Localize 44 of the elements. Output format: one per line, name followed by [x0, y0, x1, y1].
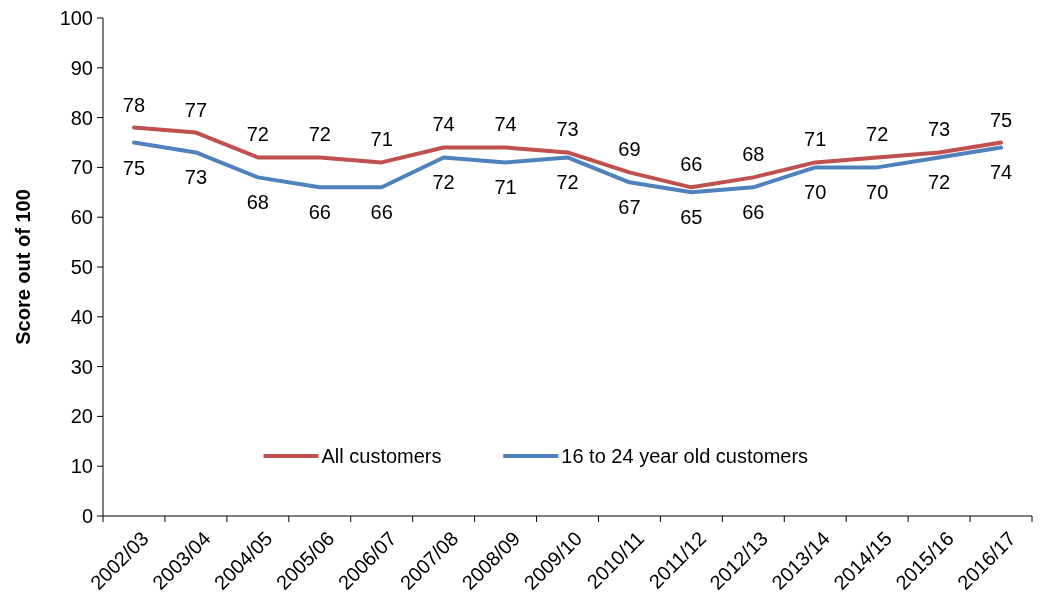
data-label: 68	[246, 191, 269, 214]
data-label: 71	[494, 176, 517, 199]
y-tick-label: 40	[70, 305, 93, 328]
data-label: 72	[246, 123, 269, 146]
data-label: 66	[742, 201, 765, 224]
y-tick-label: 60	[70, 206, 93, 229]
data-label: 66	[370, 201, 393, 224]
data-label: 73	[184, 166, 208, 189]
data-label: 74	[494, 113, 517, 136]
y-tick-label: 30	[70, 355, 93, 378]
y-tick-label: 10	[70, 455, 93, 478]
data-label: 75	[989, 108, 1013, 131]
data-label: 68	[742, 143, 765, 166]
data-label: 70	[804, 181, 827, 204]
y-tick-label: 80	[70, 106, 93, 129]
data-label: 70	[866, 181, 889, 204]
y-tick-label: 20	[70, 405, 93, 428]
data-label: 75	[122, 156, 146, 179]
data-label: 69	[618, 138, 641, 161]
data-label: 73	[556, 118, 579, 141]
y-tick-label: 70	[70, 156, 93, 179]
y-tick-label: 50	[70, 256, 93, 278]
y-tick-label: 0	[81, 505, 93, 527]
data-label: 66	[680, 153, 703, 176]
y-tick-label: 90	[70, 56, 93, 79]
data-label: 73	[927, 118, 951, 141]
data-label: 72	[432, 171, 455, 194]
data-label: 74	[432, 113, 455, 136]
data-label: 67	[618, 196, 641, 219]
legend-label: All customers	[321, 445, 442, 467]
data-label: 71	[370, 128, 393, 151]
data-label: 72	[556, 171, 579, 194]
legend-label: 16 to 24 year old customers	[561, 445, 809, 467]
y-axis-title: Score out of 100	[12, 189, 34, 345]
data-label: 77	[184, 98, 208, 121]
y-tick-label: 100	[59, 7, 93, 29]
data-label: 66	[308, 201, 331, 224]
data-label: 71	[804, 128, 827, 151]
data-label: 78	[122, 93, 146, 116]
data-label: 72	[308, 123, 331, 146]
data-label: 65	[680, 206, 703, 229]
data-label: 72	[927, 171, 951, 194]
data-label: 74	[989, 161, 1013, 184]
data-label: 72	[866, 123, 889, 146]
